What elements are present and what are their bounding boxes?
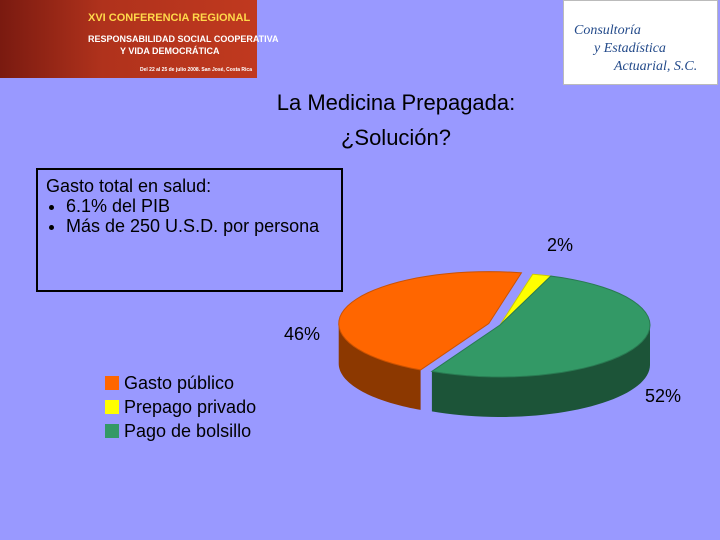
note-heading: Gasto total en salud: [46,176,212,196]
legend-label: Gasto público [124,373,234,393]
pie-slice [338,271,523,371]
company-logo: Consultoría y Estadística Actuarial, S.C… [563,0,718,85]
event-text: XVI CONFERENCIA REGIONAL [88,12,251,24]
event-text: Y VIDA DEMOCRÁTICA [120,46,220,56]
data-label: 52% [645,386,681,406]
chart-title: ¿Solución? [341,125,451,150]
event-text: Del 22 al 25 de julio 2008. San José, Co… [140,67,252,73]
company-text: Consultoría [574,23,641,38]
note-list: 6.1% del PIB Más de 250 U.S.D. por perso… [46,196,333,236]
data-label: 46% [284,324,320,344]
company-text: Actuarial, S.C. [614,59,698,74]
chart-title: La Medicina Prepagada: [277,90,516,115]
note-box: Gasto total en salud: 6.1% del PIB Más d… [36,168,343,292]
legend-swatch [105,376,119,390]
data-label: 2% [547,235,573,255]
company-text: y Estadística [594,41,666,56]
pie-slice [430,275,651,378]
legend-swatch [105,424,119,438]
pie-slice-side [431,325,650,417]
legend-label: Prepago privado [124,397,256,417]
note-bullet: Más de 250 U.S.D. por persona [66,216,333,236]
legend-swatch [105,400,119,414]
event-text: RESPONSABILIDAD SOCIAL COOPERATIVA [88,34,279,44]
pie-slice-side [338,323,421,410]
note-bullet: 6.1% del PIB [66,196,333,216]
legend-label: Pago de bolsillo [124,421,251,441]
event-logo: XVI CONFERENCIA REGIONAL RESPONSABILIDAD… [0,0,279,78]
